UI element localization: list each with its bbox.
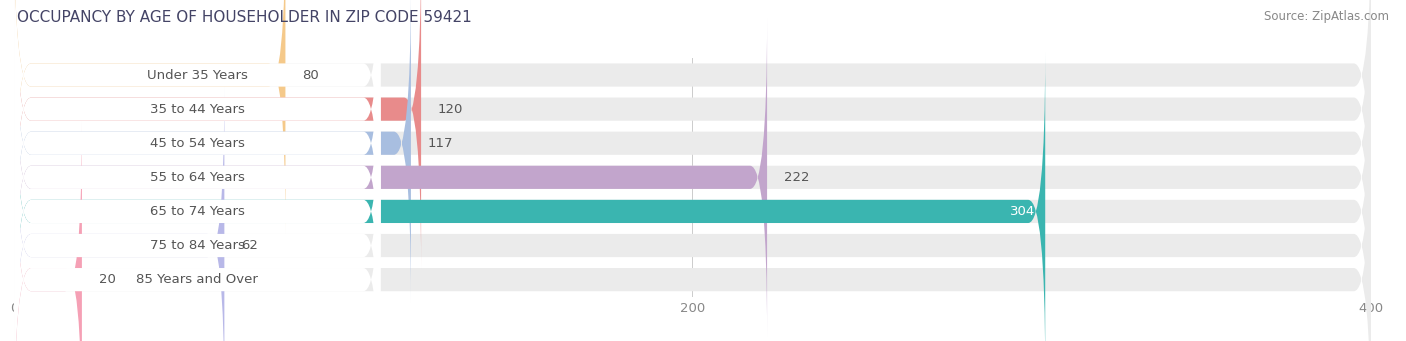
FancyBboxPatch shape — [14, 53, 1371, 341]
Text: 120: 120 — [439, 103, 464, 116]
Text: 20: 20 — [98, 273, 115, 286]
FancyBboxPatch shape — [14, 18, 768, 336]
FancyBboxPatch shape — [14, 121, 381, 341]
FancyBboxPatch shape — [14, 18, 1371, 336]
FancyBboxPatch shape — [14, 121, 82, 341]
FancyBboxPatch shape — [14, 53, 1045, 341]
FancyBboxPatch shape — [14, 0, 1371, 302]
Text: OCCUPANCY BY AGE OF HOUSEHOLDER IN ZIP CODE 59421: OCCUPANCY BY AGE OF HOUSEHOLDER IN ZIP C… — [17, 10, 471, 25]
Text: Under 35 Years: Under 35 Years — [146, 69, 247, 81]
Text: 45 to 54 Years: 45 to 54 Years — [150, 137, 245, 150]
Text: 80: 80 — [302, 69, 319, 81]
FancyBboxPatch shape — [14, 53, 381, 341]
Text: 55 to 64 Years: 55 to 64 Years — [150, 171, 245, 184]
Text: 304: 304 — [1010, 205, 1035, 218]
Text: 65 to 74 Years: 65 to 74 Years — [150, 205, 245, 218]
FancyBboxPatch shape — [14, 87, 381, 341]
FancyBboxPatch shape — [14, 0, 422, 268]
Text: 117: 117 — [427, 137, 453, 150]
FancyBboxPatch shape — [14, 0, 381, 302]
FancyBboxPatch shape — [14, 0, 411, 302]
Text: Source: ZipAtlas.com: Source: ZipAtlas.com — [1264, 10, 1389, 23]
FancyBboxPatch shape — [14, 87, 1371, 341]
FancyBboxPatch shape — [14, 87, 225, 341]
FancyBboxPatch shape — [14, 18, 381, 336]
FancyBboxPatch shape — [14, 0, 1371, 268]
FancyBboxPatch shape — [14, 0, 381, 234]
FancyBboxPatch shape — [14, 0, 285, 234]
Text: 222: 222 — [785, 171, 810, 184]
Text: 75 to 84 Years: 75 to 84 Years — [150, 239, 245, 252]
FancyBboxPatch shape — [14, 0, 1371, 234]
FancyBboxPatch shape — [14, 121, 1371, 341]
Text: 85 Years and Over: 85 Years and Over — [136, 273, 259, 286]
Text: 35 to 44 Years: 35 to 44 Years — [150, 103, 245, 116]
FancyBboxPatch shape — [14, 0, 381, 268]
Text: 62: 62 — [242, 239, 259, 252]
